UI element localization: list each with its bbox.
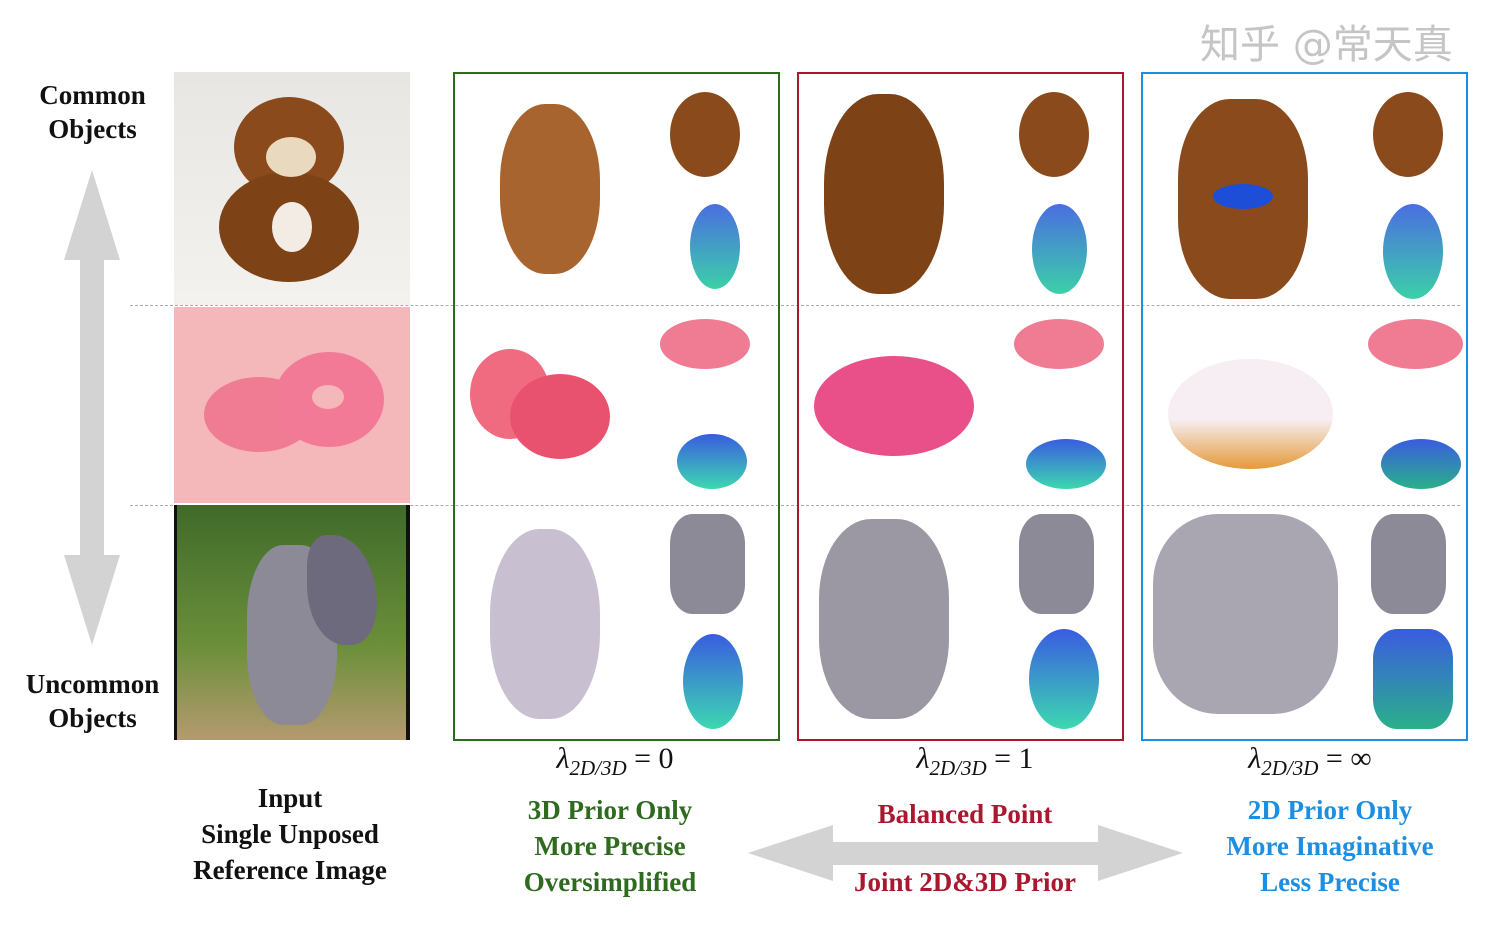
label-uncommon-objects: Uncommon Objects <box>25 669 160 733</box>
caption-more-imaginative: More Imaginative <box>1226 831 1434 861</box>
input-image-donuts <box>174 307 410 503</box>
caption-more-precise: More Precise <box>534 831 686 861</box>
result-box-balanced <box>797 72 1124 741</box>
input-caption-line: Single Unposed <box>201 819 379 849</box>
result-box-3d-prior <box>453 72 780 741</box>
caption-2d-prior-only: 2D Prior Only <box>1247 795 1413 825</box>
input-image-dragon <box>174 505 410 740</box>
lambda-label: λ2D/3D = 0 <box>556 742 674 780</box>
horizontal-double-arrow <box>748 825 1183 881</box>
vertical-double-arrow <box>64 170 120 645</box>
caption-3d-prior-only: 3D Prior Only <box>527 795 693 825</box>
input-caption-line: Reference Image <box>193 855 387 885</box>
lambda-label: λ2D/3D = 1 <box>916 742 1034 780</box>
row-divider <box>130 505 1460 506</box>
input-caption-line: Input <box>257 783 323 813</box>
caption-less-precise: Less Precise <box>1260 867 1400 897</box>
caption-joint-prior: Joint 2D&3D Prior <box>854 867 1076 897</box>
result-box-2d-prior <box>1141 72 1468 741</box>
row-divider <box>130 305 1460 306</box>
label-common-objects: Common Objects <box>39 80 146 144</box>
lambda-label: λ2D/3D = ∞ <box>1248 742 1372 780</box>
caption-oversimplified: Oversimplified <box>523 867 697 897</box>
caption-balanced-point: Balanced Point <box>877 799 1053 829</box>
watermark: 知乎 @常天真 <box>1200 22 1453 68</box>
input-image-teddy <box>174 72 410 305</box>
